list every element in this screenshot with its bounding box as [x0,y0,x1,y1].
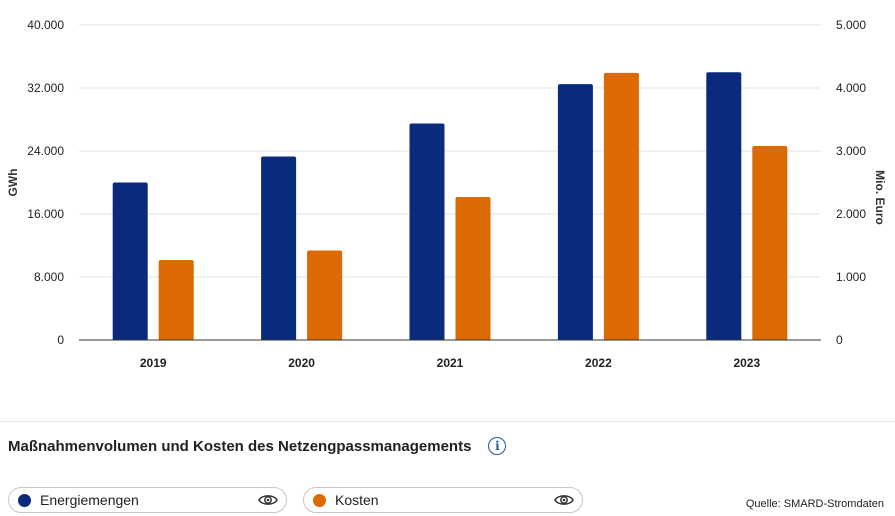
legend-dot-energiemengen [18,493,31,507]
section-divider [0,421,895,422]
bar-energiemengen-2020 [261,156,297,340]
y-right-tick-label: 4.000 [836,81,866,95]
chart-title: Maßnahmenvolumen und Kosten des Netzengp… [8,437,472,455]
eye-icon[interactable] [258,493,278,507]
y-right-tick-label: 2.000 [836,207,866,221]
x-tick-label: 2021 [437,356,464,370]
y-left-tick-label: 0 [57,333,64,347]
source-note: Quelle: SMARD-Stromdaten [745,498,884,510]
legend-dot-kosten [313,493,326,507]
y-left-tick-label: 24.000 [27,144,64,158]
legend-item-kosten[interactable]: Kosten [303,487,583,513]
y-left-axis-label: GWh [6,169,20,197]
y-right-tick-label: 5.000 [836,18,866,32]
legend-label-kosten: Kosten [335,492,379,508]
legend-item-energiemengen[interactable]: Energiemengen [8,487,287,513]
y-right-tick-label: 0 [836,333,843,347]
chart-header: Maßnahmenvolumen und Kosten des Netzengp… [8,437,507,455]
bar-energiemengen-2021 [409,123,445,340]
bar-energiemengen-2022 [557,84,593,340]
info-icon[interactable]: i [488,437,507,455]
x-tick-label: 2023 [733,356,760,370]
x-tick-label: 2020 [288,356,315,370]
y-right-tick-label: 3.000 [836,144,866,158]
y-right-axis-label: Mio. Euro [873,170,887,225]
bar-kosten-2023 [752,145,788,340]
y-left-tick-label: 40.000 [27,18,64,32]
x-tick-label: 2022 [585,356,612,370]
y-left-tick-label: 8.000 [34,270,64,284]
bar-energiemengen-2019 [112,182,148,340]
bar-chart: 0 0 8.000 1.000 16.000 2.000 24.000 3.000 32.000… [6,18,887,370]
bar-energiemengen-2023 [706,72,742,340]
eye-icon[interactable] [554,493,574,507]
y-left-tick-label: 32.000 [27,81,64,95]
bar-kosten-2019 [158,259,194,340]
y-left-tick-label: 16.000 [27,207,64,221]
bar-kosten-2020 [307,250,343,340]
x-tick-label: 2019 [140,356,167,370]
y-right-tick-label: 1.000 [836,270,866,284]
bar-kosten-2022 [603,72,639,340]
bar-kosten-2021 [455,196,491,340]
legend-label-energiemengen: Energiemengen [40,492,139,508]
